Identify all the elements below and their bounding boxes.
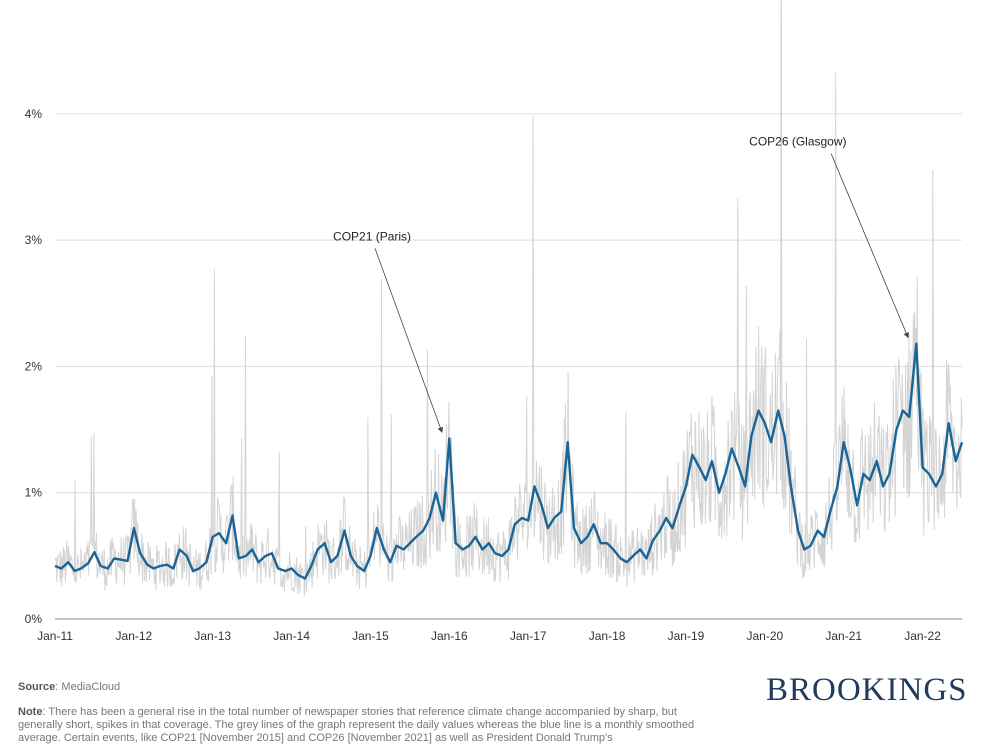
x-tick-label: Jan-19 xyxy=(668,629,705,643)
source-line: Source: MediaCloud xyxy=(18,681,120,693)
x-tick-label: Jan-22 xyxy=(904,629,941,643)
x-tick-label: Jan-14 xyxy=(273,629,310,643)
note-text: : There has been a general rise in the t… xyxy=(18,706,695,744)
y-tick-label: 2% xyxy=(25,359,43,373)
annotation-arrow xyxy=(374,248,443,433)
x-tick-label: Jan-18 xyxy=(589,629,626,643)
x-tick-label: Jan-13 xyxy=(194,629,231,643)
note-paragraph: Note: There has been a general rise in t… xyxy=(18,706,698,745)
chart: 0%1%2%3%4% Jan-11 Jan-12 Jan-13 Jan-14 Jan-1… xyxy=(25,0,964,643)
x-tick-label: Jan-17 xyxy=(510,629,547,643)
brookings-logo: BROOKINGS xyxy=(766,672,968,708)
x-tick-label: Jan-21 xyxy=(825,629,862,643)
monthly-average-series xyxy=(54,342,964,580)
x-axis-ticks: Jan-11 Jan-12 Jan-13 Jan-14 Jan-15 Jan-16 Jan-… xyxy=(37,629,941,643)
monthly-average-line xyxy=(54,342,964,580)
source-label: Source xyxy=(18,681,56,693)
x-tick-label: Jan-16 xyxy=(431,629,468,643)
note-label: Note xyxy=(18,706,43,718)
x-tick-label: Jan-11 xyxy=(37,629,73,643)
y-axis-ticks: 0% 1% 2% 3% 4% xyxy=(25,107,43,626)
source-text: : MediaCloud xyxy=(55,681,121,693)
y-tick-label: 3% xyxy=(25,233,43,247)
x-tick-label: Jan-20 xyxy=(746,629,783,643)
y-tick-label: 4% xyxy=(25,107,43,121)
annotation-arrow xyxy=(830,153,909,339)
daily-values-series xyxy=(54,0,963,597)
annotation-label: COP26 (Glasgow) xyxy=(749,135,846,149)
annotation-label: COP21 (Paris) xyxy=(333,229,411,243)
x-tick-label: Jan-15 xyxy=(352,629,389,643)
annotations: COP21 (Paris) COP26 (Glasgow) xyxy=(333,135,909,433)
y-tick-label: 0% xyxy=(25,612,43,626)
x-tick-label: Jan-12 xyxy=(116,629,153,643)
gridlines xyxy=(55,113,962,620)
daily-values-line xyxy=(54,0,963,597)
y-tick-label: 1% xyxy=(25,486,43,500)
